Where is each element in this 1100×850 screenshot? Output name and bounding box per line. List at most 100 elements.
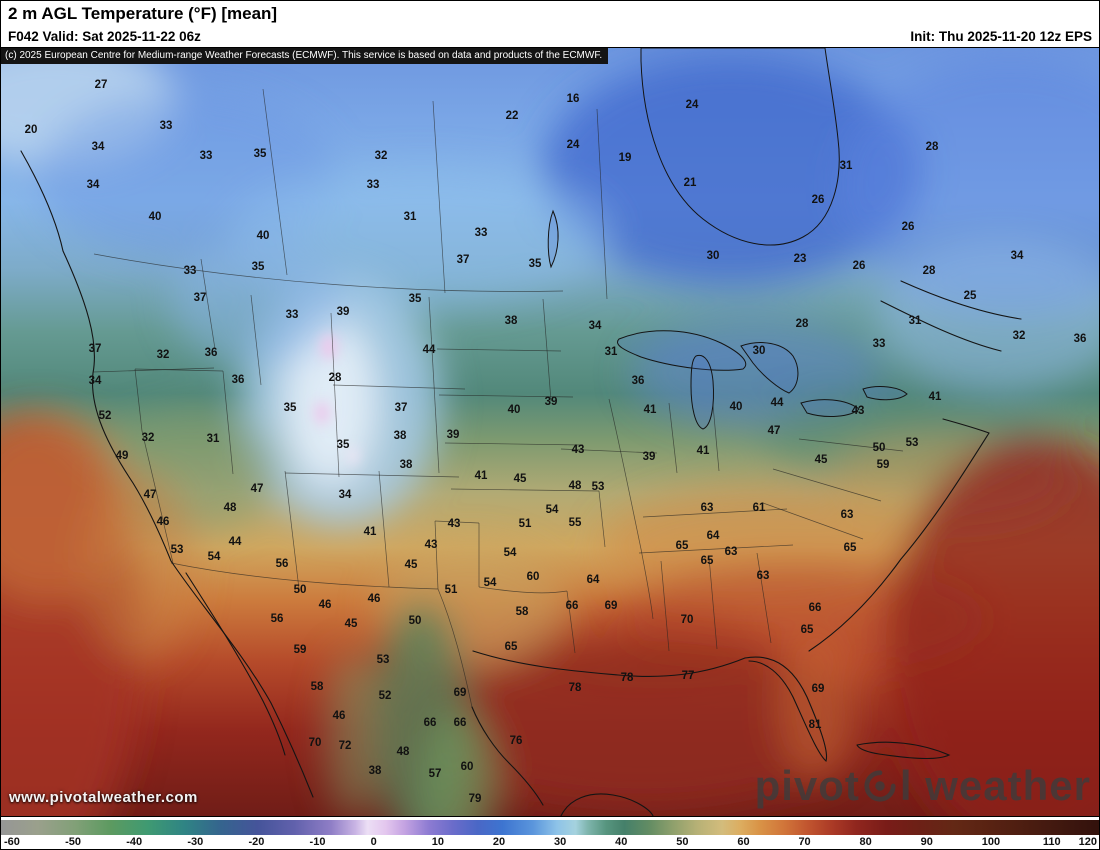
temp-value-label: 47 bbox=[144, 489, 157, 501]
temp-value-label: 36 bbox=[632, 375, 645, 387]
temp-value-label: 27 bbox=[95, 79, 108, 91]
init-time-label: Init: Thu 2025-11-20 12z EPS bbox=[910, 29, 1092, 44]
temp-value-label: 33 bbox=[286, 309, 299, 321]
colorbar-tick: 50 bbox=[676, 836, 689, 848]
temp-value-label: 40 bbox=[508, 404, 521, 416]
temp-value-label: 64 bbox=[707, 530, 720, 542]
temperature-labels: 27 16 24 22 20 33 34 33 35 32 24 19 28 34 33 21 26 31 40 31… bbox=[25, 79, 1087, 805]
temperature-field-blobs bbox=[1, 48, 1099, 816]
temperature-map: 27 16 24 22 20 33 34 33 35 32 24 19 28 34 33 21 26 31 40 31… bbox=[1, 48, 1099, 816]
colorbar-tick: -10 bbox=[309, 836, 326, 848]
temp-value-label: 33 bbox=[200, 150, 213, 162]
colorbar-tick: 80 bbox=[859, 836, 872, 848]
logo-text-right: l weather bbox=[899, 762, 1091, 809]
coastlines bbox=[20, 150, 1022, 816]
temp-value-label: 31 bbox=[840, 160, 853, 172]
temp-value-label: 41 bbox=[697, 445, 710, 457]
temp-value-label: 50 bbox=[294, 584, 307, 596]
temp-value-label: 66 bbox=[809, 602, 822, 614]
temp-value-label: 43 bbox=[425, 539, 438, 551]
temp-value-label: 34 bbox=[589, 320, 602, 332]
temp-value-label: 39 bbox=[337, 306, 350, 318]
temp-value-label: 56 bbox=[276, 558, 289, 570]
cold-mountain-spots bbox=[314, 334, 359, 465]
state-borders bbox=[92, 88, 904, 708]
temp-value-label: 54 bbox=[484, 577, 497, 589]
temp-value-label: 28 bbox=[329, 372, 342, 384]
temp-value-label: 48 bbox=[224, 502, 237, 514]
pivotal-swirl-icon bbox=[864, 770, 896, 802]
colorbar-tick: 20 bbox=[492, 836, 506, 848]
temp-value-label: 19 bbox=[619, 152, 632, 164]
temp-value-label: 52 bbox=[379, 690, 392, 702]
temp-value-label: 46 bbox=[333, 710, 346, 722]
temp-value-label: 70 bbox=[309, 737, 322, 749]
temp-value-label: 31 bbox=[404, 211, 417, 223]
temp-value-label: 26 bbox=[902, 221, 915, 233]
temp-value-label: 28 bbox=[923, 265, 936, 277]
temp-value-label: 35 bbox=[252, 261, 265, 273]
temp-value-label: 28 bbox=[926, 141, 939, 153]
temp-value-label: 46 bbox=[368, 593, 381, 605]
temp-value-label: 54 bbox=[504, 547, 517, 559]
temp-value-label: 58 bbox=[311, 681, 324, 693]
temp-value-label: 33 bbox=[475, 227, 488, 239]
logo-text-left: pivot bbox=[754, 762, 860, 809]
temp-value-label: 56 bbox=[271, 613, 284, 625]
temp-value-label: 22 bbox=[506, 110, 519, 122]
temp-value-label: 40 bbox=[730, 401, 743, 413]
temp-value-label: 61 bbox=[753, 502, 766, 514]
temp-value-label: 45 bbox=[345, 618, 358, 630]
temp-value-label: 66 bbox=[454, 717, 467, 729]
temp-value-label: 66 bbox=[424, 717, 437, 729]
temp-value-label: 70 bbox=[681, 614, 694, 626]
temp-value-label: 65 bbox=[676, 540, 689, 552]
colorbar-tick: -30 bbox=[187, 836, 204, 848]
temp-value-label: 35 bbox=[254, 148, 267, 160]
temp-value-label: 41 bbox=[644, 404, 657, 416]
temp-value-label: 33 bbox=[184, 265, 197, 277]
temp-value-label: 38 bbox=[369, 765, 382, 777]
temp-value-label: 35 bbox=[529, 258, 542, 270]
temp-value-label: 45 bbox=[405, 559, 418, 571]
pivotal-weather-logo: pivot l weather bbox=[755, 762, 1091, 810]
temp-value-label: 38 bbox=[400, 459, 413, 471]
temp-value-label: 78 bbox=[621, 672, 634, 684]
colorbar-tick: 110 bbox=[1042, 836, 1061, 848]
temp-value-label: 69 bbox=[605, 600, 618, 612]
temp-value-label: 30 bbox=[707, 250, 720, 262]
temp-value-label: 40 bbox=[257, 230, 270, 242]
temp-value-label: 34 bbox=[89, 375, 102, 387]
copyright-notice: (c) 2025 European Centre for Medium-rang… bbox=[1, 48, 609, 64]
temp-value-label: 47 bbox=[768, 425, 781, 437]
temp-value-label: 35 bbox=[409, 293, 422, 305]
temp-value-label: 79 bbox=[469, 793, 482, 805]
water-bodies bbox=[547, 48, 908, 430]
temp-value-label: 59 bbox=[294, 644, 307, 656]
temp-value-label: 53 bbox=[592, 481, 605, 493]
temp-value-label: 65 bbox=[701, 555, 714, 567]
temp-value-label: 63 bbox=[841, 509, 854, 521]
temp-value-label: 44 bbox=[423, 344, 436, 356]
temp-value-label: 45 bbox=[815, 454, 828, 466]
header-divider bbox=[1, 47, 1099, 48]
temp-value-label: 69 bbox=[454, 687, 467, 699]
temp-value-label: 33 bbox=[160, 120, 173, 132]
temp-value-label: 32 bbox=[142, 432, 155, 444]
temp-value-label: 23 bbox=[794, 253, 807, 265]
temp-value-label: 43 bbox=[448, 518, 461, 530]
temp-value-label: 50 bbox=[409, 615, 422, 627]
temp-value-label: 46 bbox=[319, 599, 332, 611]
watermark-url: www.pivotalweather.com bbox=[9, 789, 198, 806]
temp-value-label: 81 bbox=[809, 719, 822, 731]
temp-value-label: 39 bbox=[545, 396, 558, 408]
temp-value-label: 43 bbox=[852, 405, 865, 417]
temp-value-label: 54 bbox=[208, 551, 221, 563]
temp-value-label: 16 bbox=[567, 93, 580, 105]
temp-value-label: 43 bbox=[572, 444, 585, 456]
valid-time-label: F042 Valid: Sat 2025-11-22 06z bbox=[8, 29, 201, 44]
colorbar-tick: 120 bbox=[1078, 836, 1097, 848]
colorbar-tick: 0 bbox=[370, 836, 377, 848]
temp-value-label: 37 bbox=[457, 254, 470, 266]
